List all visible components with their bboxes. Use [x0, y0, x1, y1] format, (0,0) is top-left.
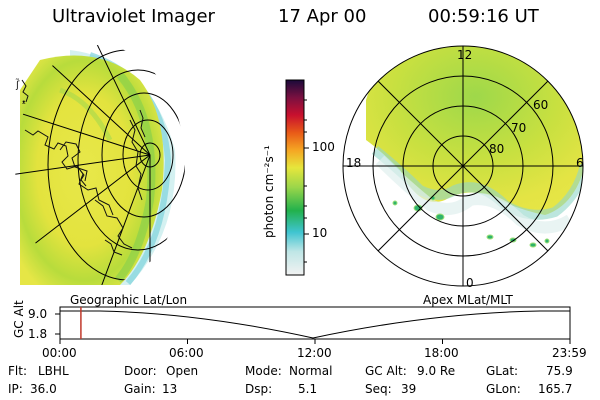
colorbar-tick-100: 100 [312, 140, 335, 154]
mlt-label-12: 12 [457, 48, 473, 62]
time-tick-0600: 06:00 [169, 346, 204, 360]
info-dsp-label: Dsp: [245, 382, 273, 396]
time-tick-2359: 23:59 [552, 346, 587, 360]
mlt-label-0: 0 [466, 276, 474, 290]
mlt-label-6: 6 [576, 156, 584, 170]
polar-grid [342, 45, 584, 287]
info-mode-value: Normal [289, 364, 333, 378]
info-glon-label: GLon: [486, 382, 521, 396]
info-gcalt-label: GC Alt: [365, 364, 407, 378]
coastlines [21, 79, 146, 256]
mlat-label-80: 80 [489, 142, 505, 156]
header-date: 17 Apr 00 [278, 6, 367, 27]
info-flt-value: LBHL [38, 364, 69, 378]
info-glon-value: 165.7 [538, 382, 573, 396]
svg-text:ʃ̃: ʃ̃ [15, 77, 20, 91]
altitude-ylabel: GC Alt [12, 300, 26, 338]
colorbar-unit-label: photon cm⁻²s⁻¹ [262, 145, 276, 238]
mlat-label-60: 60 [533, 98, 549, 112]
info-gcalt-value: 9.0 Re [417, 364, 456, 378]
time-tick-1800: 18:00 [424, 346, 459, 360]
time-tick-1200: 12:00 [297, 346, 332, 360]
info-seq-value: 39 [401, 382, 417, 396]
info-door-label: Door: [124, 364, 157, 378]
svg-text:ᵜ: ᵜ [22, 99, 26, 109]
info-glat-label: GLat: [486, 364, 519, 378]
altitude-ytick-1-8: 1.8 [28, 327, 48, 341]
mlat-label-70: 70 [511, 121, 527, 135]
polar-plot [342, 45, 584, 287]
coast-glyphs: ʃ̃ ᵜ [15, 77, 26, 109]
right-panel-caption: Apex MLat/MLT [423, 293, 513, 307]
info-ip-label: IP: [8, 382, 23, 396]
info-ip-value: 36.0 [30, 382, 57, 396]
info-seq-label: Seq: [365, 382, 392, 396]
info-mode-label: Mode: [245, 364, 282, 378]
mlt-label-18: 18 [346, 156, 362, 170]
info-gain-value: 13 [162, 382, 178, 396]
altitude-ytick-9: 9.0 [28, 307, 48, 321]
geographic-globe: ʃ̃ ᵜ [15, 45, 185, 285]
colorbar-tick-10: 10 [312, 226, 328, 240]
time-tick-0000: 00:00 [42, 346, 77, 360]
left-panel-caption: Geographic Lat/Lon [70, 293, 188, 307]
colorbar [285, 79, 305, 276]
info-dsp-value: 5.1 [298, 382, 318, 396]
app-title: Ultraviolet Imager [52, 6, 215, 27]
info-glat-value: 75.9 [546, 364, 573, 378]
info-flt-label: Flt: [8, 364, 27, 378]
info-door-value: Open [166, 364, 199, 378]
header-time: 00:59:16 UT [428, 6, 539, 27]
altitude-strip [55, 306, 571, 344]
info-gain-label: Gain: [124, 382, 156, 396]
